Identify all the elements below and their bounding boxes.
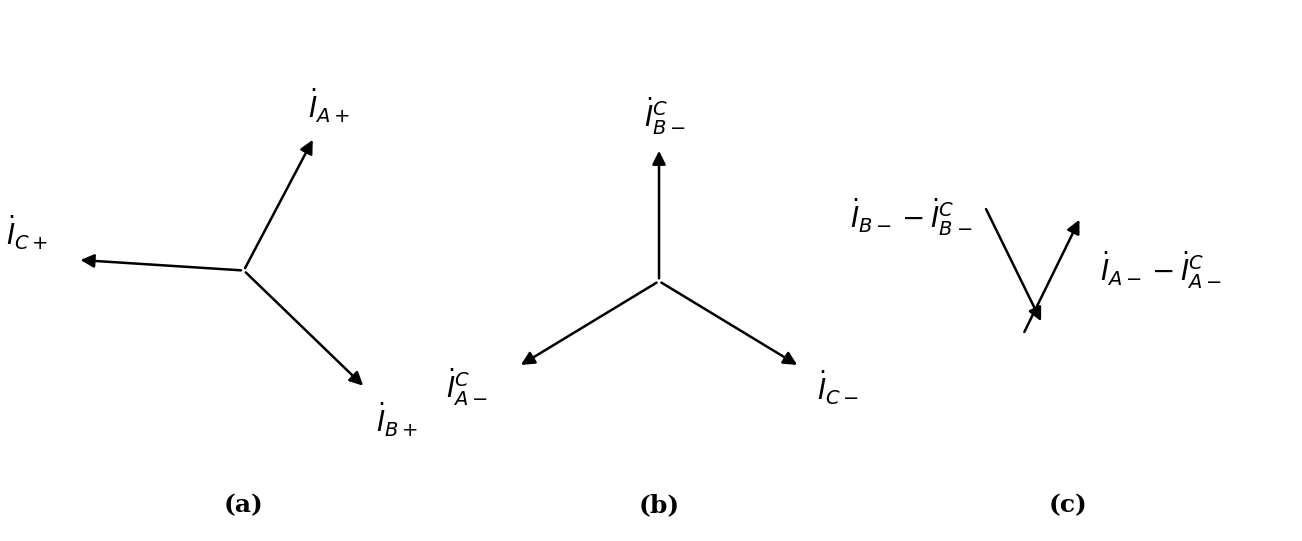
Text: (b): (b) bbox=[638, 493, 680, 517]
Text: (a): (a) bbox=[224, 493, 264, 517]
Text: $\dot{I}_{C-}$: $\dot{I}_{C-}$ bbox=[816, 368, 859, 407]
Text: $\dot{I}_{C+}$: $\dot{I}_{C+}$ bbox=[5, 214, 48, 252]
Text: $\dot{I}_{B-} - \dot{I}_{B-}^{C}$: $\dot{I}_{B-} - \dot{I}_{B-}^{C}$ bbox=[850, 196, 973, 238]
Text: $\dot{I}_{A-} - \dot{I}_{A-}^{C}$: $\dot{I}_{A-} - \dot{I}_{A-}^{C}$ bbox=[1100, 250, 1223, 291]
Text: $\dot{I}_{B-}^{C}$: $\dot{I}_{B-}^{C}$ bbox=[644, 95, 686, 137]
Text: (c): (c) bbox=[1048, 493, 1087, 517]
Text: $\dot{I}_{A+}$: $\dot{I}_{A+}$ bbox=[309, 86, 350, 124]
Text: $\dot{I}_{A-}^{C}$: $\dot{I}_{A-}^{C}$ bbox=[447, 367, 488, 408]
Text: $\dot{I}_{B+}$: $\dot{I}_{B+}$ bbox=[376, 400, 418, 439]
